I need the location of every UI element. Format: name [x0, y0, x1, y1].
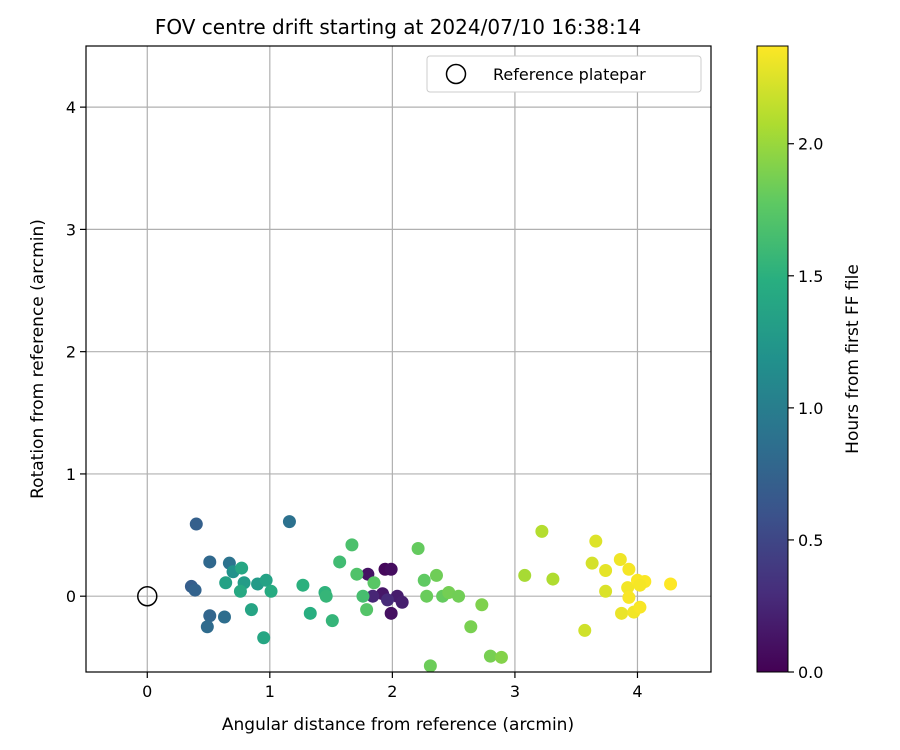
data-point: [219, 576, 233, 590]
data-point: [189, 517, 203, 531]
data-point: [546, 572, 560, 586]
colorbar-tick-label: 0.0: [798, 663, 823, 682]
reference-platepar-marker: [137, 585, 158, 607]
legend: Reference platepar: [426, 55, 702, 93]
data-point: [483, 649, 497, 663]
y-axis-ticks: 0 1 2 3 4: [66, 98, 86, 606]
data-point: [360, 603, 374, 617]
data-point: [333, 555, 347, 569]
data-point: [411, 542, 425, 556]
data-point: [589, 534, 603, 548]
legend-box: [426, 55, 702, 93]
data-point: [282, 515, 296, 529]
data-point: [494, 650, 508, 664]
data-point: [518, 568, 532, 582]
data-point: [429, 568, 443, 582]
data-point: [188, 583, 202, 597]
colorbar-tick-label: 2.0: [798, 135, 823, 154]
colorbar-gradient: [756, 45, 789, 673]
data-point: [395, 595, 409, 609]
data-point: [442, 586, 456, 600]
data-point: [367, 576, 381, 590]
data-point: [664, 577, 678, 591]
plot-frame: [85, 45, 712, 673]
data-point: [633, 600, 647, 614]
legend-reference-marker: [445, 63, 467, 85]
data-point: [303, 606, 317, 620]
data-point: [356, 589, 370, 603]
y-tick-label: 1: [66, 465, 76, 484]
colorbar: 0.0 0.5 1.0 1.5 2.0 Hours from first FF file: [756, 45, 863, 682]
x-tick-label: 4: [632, 682, 642, 701]
x-tick-label: 1: [265, 682, 275, 701]
data-point: [384, 606, 398, 620]
x-axis-ticks: 0 1 2 3 4: [142, 672, 643, 701]
colorbar-ticks: 0.0 0.5 1.0 1.5 2.0: [788, 135, 823, 682]
x-axis-label: Angular distance from reference (arcmin): [222, 715, 574, 735]
data-point: [599, 564, 613, 578]
data-point: [257, 631, 271, 645]
data-point: [217, 610, 231, 624]
data-point: [325, 614, 339, 628]
data-point: [203, 555, 217, 569]
data-point: [417, 573, 431, 587]
data-point: [203, 609, 217, 623]
y-tick-label: 0: [66, 587, 76, 606]
data-point: [244, 603, 258, 617]
y-tick-label: 3: [66, 220, 76, 239]
legend-reference-label: Reference platepar: [493, 65, 646, 84]
y-tick-label: 2: [66, 343, 76, 362]
data-point: [319, 589, 333, 603]
x-tick-label: 3: [510, 682, 520, 701]
y-axis-label: Rotation from reference (arcmin): [28, 219, 48, 499]
colorbar-label: Hours from first FF file: [843, 264, 863, 454]
data-point: [633, 578, 647, 592]
data-point: [264, 584, 278, 598]
data-point: [235, 561, 249, 575]
data-point: [296, 578, 310, 592]
y-tick-label: 4: [66, 98, 76, 117]
data-point: [615, 606, 629, 620]
data-point: [622, 562, 636, 576]
data-point: [621, 581, 635, 595]
data-point: [475, 598, 489, 612]
data-point: [578, 623, 592, 637]
x-tick-label: 0: [142, 682, 152, 701]
data-point: [350, 567, 364, 581]
data-points: [184, 515, 678, 672]
data-point: [259, 573, 273, 587]
data-point: [366, 589, 380, 603]
data-point: [233, 584, 247, 598]
data-point: [384, 562, 398, 576]
chart-title: FOV centre drift starting at 2024/07/10 …: [155, 15, 641, 39]
data-point: [200, 620, 214, 634]
data-point: [452, 589, 466, 603]
data-point: [420, 589, 434, 603]
colorbar-tick-label: 0.5: [798, 531, 823, 550]
grid-lines: [86, 46, 711, 672]
colorbar-tick-label: 1.0: [798, 399, 823, 418]
data-point: [380, 593, 394, 607]
data-point: [535, 524, 549, 538]
data-point: [599, 584, 613, 598]
data-point: [423, 659, 437, 672]
data-point: [622, 590, 636, 604]
data-point: [585, 556, 599, 570]
colorbar-tick-label: 1.5: [798, 267, 823, 286]
data-point: [345, 538, 359, 552]
x-tick-label: 2: [387, 682, 397, 701]
data-point: [464, 620, 478, 634]
data-point: [613, 553, 627, 567]
